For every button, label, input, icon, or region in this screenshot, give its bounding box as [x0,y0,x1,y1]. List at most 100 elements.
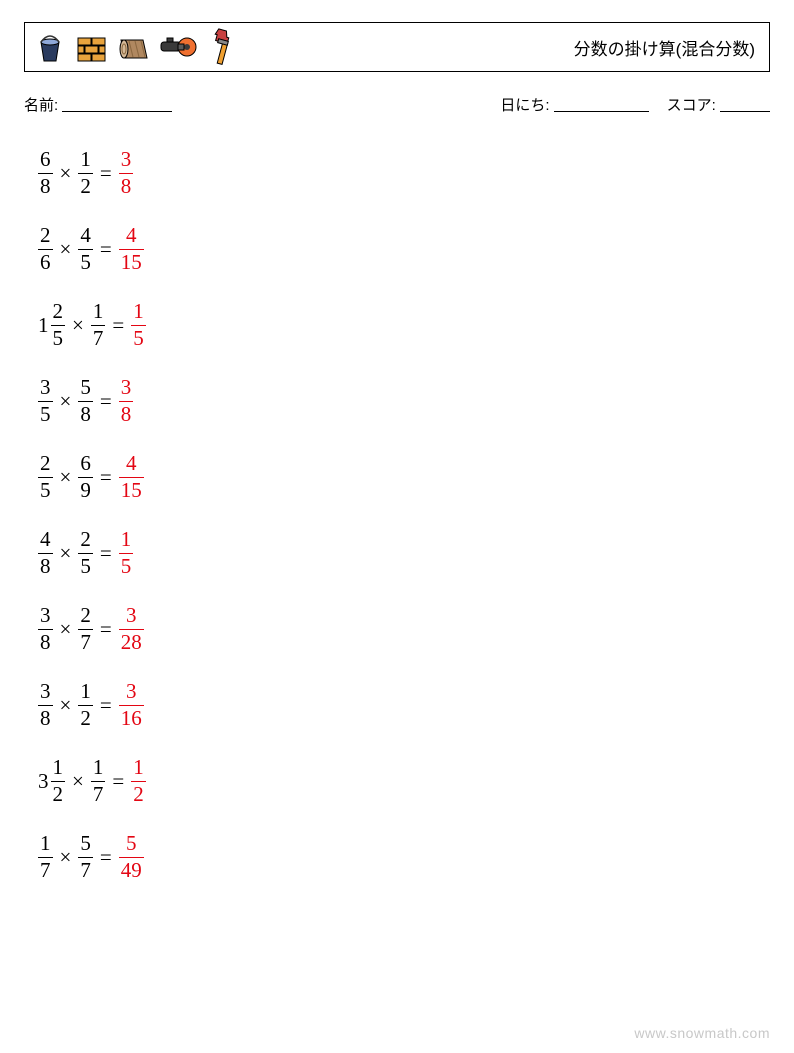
denominator: 8 [38,555,53,578]
problem-row: 48×25=15 [38,515,146,591]
denominator: 7 [38,859,53,882]
fraction: 415 [119,224,144,273]
denominator: 5 [78,555,93,578]
wrench-icon [203,26,241,68]
denominator: 5 [131,327,146,350]
numerator: 3 [38,376,53,399]
problem-row: 312×17=12 [38,743,146,819]
fraction: 27 [78,604,93,653]
denominator: 7 [78,631,93,654]
name-blank[interactable] [62,97,172,112]
numerator: 3 [124,680,139,703]
equals-operator: = [93,161,119,186]
numerator: 5 [124,832,139,855]
denominator: 8 [38,175,53,198]
numerator: 3 [124,604,139,627]
denominator: 8 [38,631,53,654]
numerator: 6 [78,452,93,475]
fraction: 17 [91,300,106,349]
score-field: スコア: [667,94,770,115]
numerator: 4 [124,452,139,475]
times-operator: × [65,313,91,338]
worksheet-header: 分数の掛け算(混合分数) [24,22,770,72]
numerator: 1 [51,756,66,779]
equals-operator: = [93,617,119,642]
date-blank[interactable] [554,97,649,112]
numerator: 1 [131,756,146,779]
times-operator: × [65,769,91,794]
denominator: 6 [38,251,53,274]
equals-operator: = [93,389,119,414]
numerator: 1 [78,148,93,171]
fraction: 415 [119,452,144,501]
wood-icon [115,28,153,66]
fraction: 25 [38,452,53,501]
fraction: 25 [78,528,93,577]
fraction: 25 [51,300,66,349]
denominator: 2 [51,783,66,806]
times-operator: × [53,237,79,262]
denominator: 7 [91,327,106,350]
denominator: 28 [119,631,144,654]
denominator: 49 [119,859,144,882]
problem-row: 68×12=38 [38,135,146,211]
fraction: 12 [51,756,66,805]
whole-number: 1 [38,313,51,338]
problem-row: 38×27=328 [38,591,146,667]
equals-operator: = [93,237,119,262]
problems-list: 68×12=3826×45=415125×17=1535×58=3825×69=… [38,135,146,895]
score-blank[interactable] [720,97,770,112]
denominator: 5 [38,403,53,426]
name-field: 名前: [24,94,500,115]
bucket-icon [31,28,69,66]
denominator: 16 [119,707,144,730]
numerator: 3 [119,376,134,399]
problem-row: 35×58=38 [38,363,146,439]
fraction: 26 [38,224,53,273]
numerator: 3 [38,680,53,703]
times-operator: × [53,845,79,870]
numerator: 6 [38,148,53,171]
problem-row: 17×57=549 [38,819,146,895]
equals-operator: = [93,465,119,490]
fraction: 58 [78,376,93,425]
bricks-icon [73,28,111,66]
fraction: 316 [119,680,144,729]
fraction: 38 [38,604,53,653]
fraction: 17 [38,832,53,881]
denominator: 5 [51,327,66,350]
fraction: 549 [119,832,144,881]
denominator: 15 [119,251,144,274]
numerator: 2 [78,604,93,627]
info-row: 名前: 日にち: スコア: [24,94,770,115]
denominator: 2 [131,783,146,806]
fraction: 12 [78,680,93,729]
numerator: 5 [78,832,93,855]
equals-operator: = [105,313,131,338]
date-label: 日にち: [500,97,549,114]
numerator: 2 [51,300,66,323]
fraction: 48 [38,528,53,577]
numerator: 1 [91,300,106,323]
name-label: 名前: [24,97,58,114]
numerator: 4 [124,224,139,247]
numerator: 1 [131,300,146,323]
numerator: 4 [78,224,93,247]
numerator: 1 [119,528,134,551]
times-operator: × [53,389,79,414]
problem-row: 25×69=415 [38,439,146,515]
equals-operator: = [93,845,119,870]
header-icons [31,26,241,68]
numerator: 2 [78,528,93,551]
fraction: 38 [119,148,134,197]
problem-row: 38×12=316 [38,667,146,743]
denominator: 2 [78,707,93,730]
numerator: 3 [119,148,134,171]
denominator: 5 [119,555,134,578]
equals-operator: = [93,693,119,718]
times-operator: × [53,693,79,718]
fraction: 69 [78,452,93,501]
denominator: 9 [78,479,93,502]
numerator: 5 [78,376,93,399]
fraction: 12 [78,148,93,197]
